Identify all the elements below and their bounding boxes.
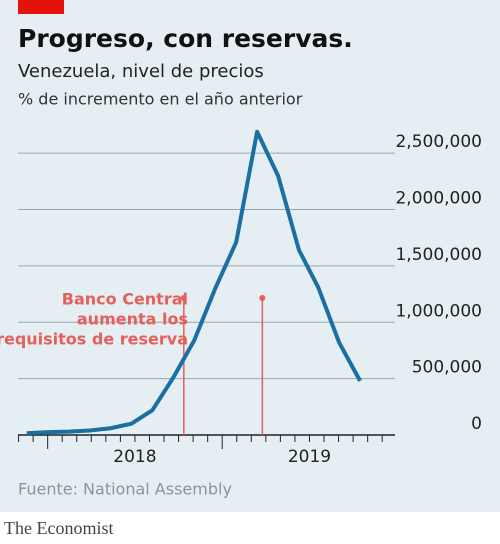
event-dot	[259, 295, 266, 301]
series-line	[26, 129, 362, 436]
annotation-text: Banco Central	[62, 290, 188, 309]
annotation-text: aumenta los	[77, 310, 188, 329]
brand-tag	[18, 0, 64, 14]
y-tick-label: 2,500,000	[395, 132, 482, 152]
source: Fuente: National Assembly	[18, 480, 232, 499]
y-tick-label: 1,000,000	[395, 301, 482, 321]
y-tick-label: 500,000	[412, 358, 482, 378]
x-tick-label: 2018	[113, 447, 156, 467]
background	[0, 0, 500, 512]
unit-label: % de incremento en el año anterior	[18, 90, 303, 109]
chart-title: Progreso, con reservas.	[18, 24, 353, 53]
footer-band	[0, 512, 500, 544]
y-tick-label: 1,500,000	[395, 245, 482, 265]
y-tick-label: 2,000,000	[395, 189, 482, 209]
annotation-text: requisitos de reserva	[0, 330, 188, 349]
brand: The Economist	[4, 518, 113, 538]
y-tick-label: 0	[471, 414, 482, 434]
chart-subtitle: Venezuela, nivel de precios	[18, 61, 264, 82]
x-tick-label: 2019	[288, 447, 331, 467]
event-dot	[180, 295, 187, 301]
